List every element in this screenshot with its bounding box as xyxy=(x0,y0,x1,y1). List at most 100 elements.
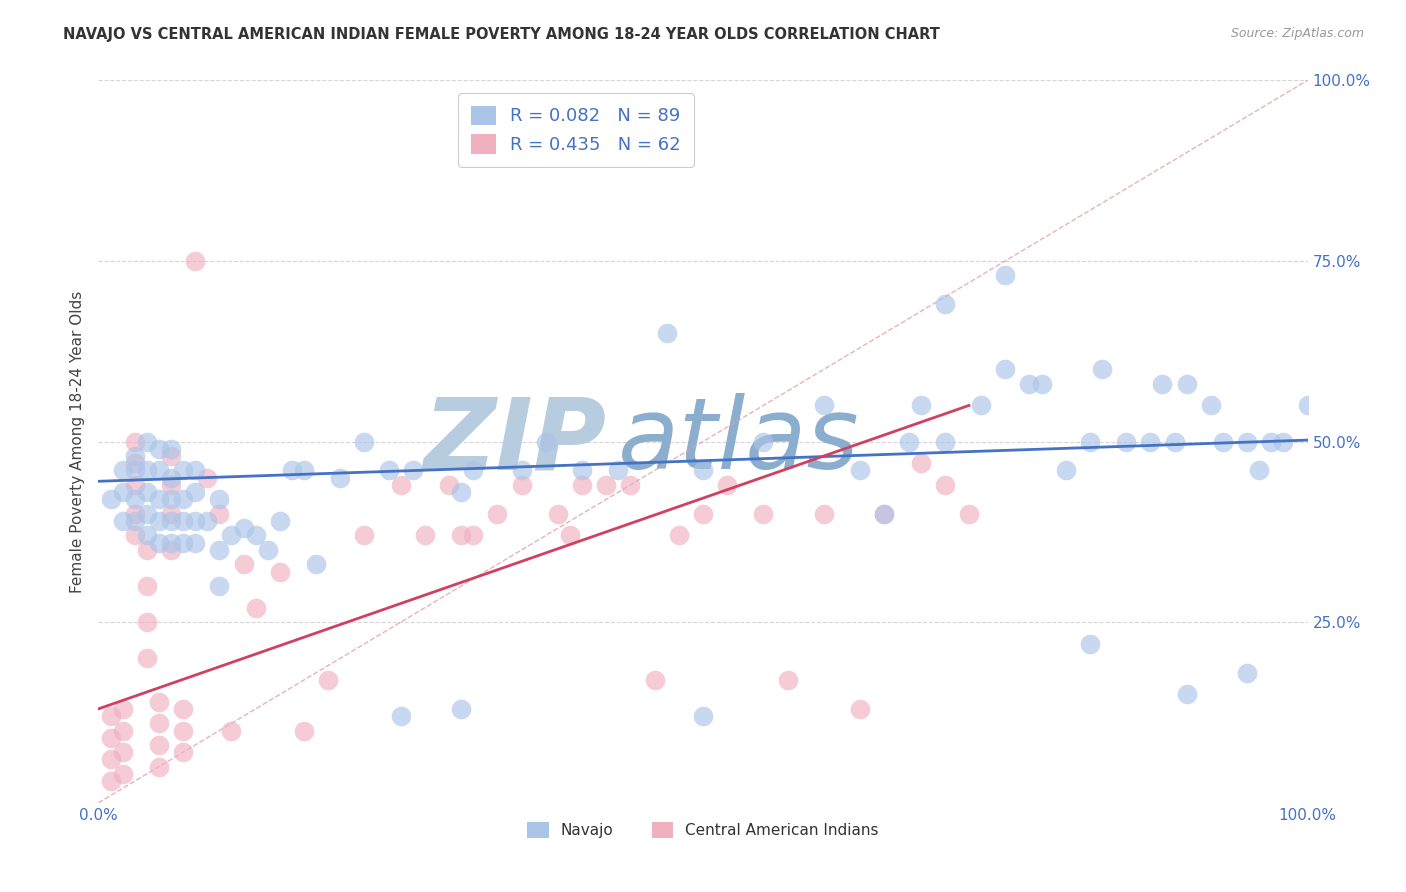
Point xyxy=(1249,463,1271,477)
Point xyxy=(160,514,183,528)
Point xyxy=(124,456,146,470)
Point xyxy=(510,478,533,492)
Point xyxy=(135,528,157,542)
Point xyxy=(486,507,509,521)
Point xyxy=(100,774,122,789)
Point xyxy=(148,738,170,752)
Point xyxy=(1152,376,1174,391)
Point xyxy=(619,478,641,492)
Point xyxy=(124,528,146,542)
Point xyxy=(1175,376,1198,391)
Point xyxy=(1260,434,1282,449)
Point xyxy=(208,492,231,507)
Point xyxy=(148,514,170,528)
Point xyxy=(269,565,291,579)
Point xyxy=(135,579,157,593)
Point xyxy=(172,463,194,477)
Point xyxy=(148,716,170,731)
Point xyxy=(558,528,581,542)
Point xyxy=(221,723,243,738)
Point xyxy=(644,673,666,687)
Point xyxy=(111,723,134,738)
Point xyxy=(172,492,194,507)
Point xyxy=(1236,434,1258,449)
Point xyxy=(1078,637,1101,651)
Point xyxy=(437,478,460,492)
Point xyxy=(873,507,896,521)
Point xyxy=(510,463,533,477)
Point xyxy=(184,535,207,549)
Point xyxy=(100,731,122,745)
Point xyxy=(111,702,134,716)
Point xyxy=(111,463,134,477)
Point xyxy=(692,463,714,477)
Text: ZIP: ZIP xyxy=(423,393,606,490)
Point xyxy=(184,485,207,500)
Point xyxy=(1078,434,1101,449)
Point xyxy=(124,492,146,507)
Point xyxy=(160,492,183,507)
Point xyxy=(1054,463,1077,477)
Point xyxy=(934,434,956,449)
Point xyxy=(1175,687,1198,701)
Point xyxy=(245,600,267,615)
Point xyxy=(571,478,593,492)
Point xyxy=(160,442,183,456)
Point xyxy=(450,485,472,500)
Point xyxy=(849,463,872,477)
Point xyxy=(377,463,399,477)
Point xyxy=(1236,665,1258,680)
Point xyxy=(269,514,291,528)
Point xyxy=(135,507,157,521)
Y-axis label: Female Poverty Among 18-24 Year Olds: Female Poverty Among 18-24 Year Olds xyxy=(69,291,84,592)
Point xyxy=(195,514,218,528)
Point xyxy=(994,362,1017,376)
Point xyxy=(292,463,315,477)
Point xyxy=(450,528,472,542)
Point xyxy=(1212,434,1234,449)
Point xyxy=(208,579,231,593)
Point xyxy=(124,463,146,477)
Point xyxy=(124,478,146,492)
Point xyxy=(124,434,146,449)
Point xyxy=(208,542,231,557)
Point xyxy=(160,542,183,557)
Point xyxy=(957,507,980,521)
Point xyxy=(353,434,375,449)
Point xyxy=(1018,376,1040,391)
Point xyxy=(813,398,835,412)
Point xyxy=(910,398,932,412)
Point xyxy=(160,507,183,521)
Point xyxy=(148,695,170,709)
Point xyxy=(389,709,412,723)
Point xyxy=(595,478,617,492)
Legend: Navajo, Central American Indians: Navajo, Central American Indians xyxy=(520,814,886,846)
Point xyxy=(135,615,157,630)
Point xyxy=(1139,434,1161,449)
Point xyxy=(873,507,896,521)
Point xyxy=(897,434,920,449)
Point xyxy=(813,507,835,521)
Point xyxy=(655,326,678,340)
Point xyxy=(316,673,339,687)
Point xyxy=(111,514,134,528)
Point xyxy=(402,463,425,477)
Point xyxy=(934,297,956,311)
Point xyxy=(232,521,254,535)
Point xyxy=(135,463,157,477)
Point xyxy=(160,535,183,549)
Point xyxy=(389,478,412,492)
Point xyxy=(571,463,593,477)
Text: NAVAJO VS CENTRAL AMERICAN INDIAN FEMALE POVERTY AMONG 18-24 YEAR OLDS CORRELATI: NAVAJO VS CENTRAL AMERICAN INDIAN FEMALE… xyxy=(63,27,941,42)
Point xyxy=(111,485,134,500)
Point xyxy=(135,485,157,500)
Point xyxy=(692,507,714,521)
Point xyxy=(692,709,714,723)
Point xyxy=(256,542,278,557)
Point xyxy=(232,558,254,572)
Point xyxy=(776,673,799,687)
Point xyxy=(1199,398,1222,412)
Point xyxy=(1115,434,1137,449)
Point xyxy=(172,723,194,738)
Point xyxy=(100,492,122,507)
